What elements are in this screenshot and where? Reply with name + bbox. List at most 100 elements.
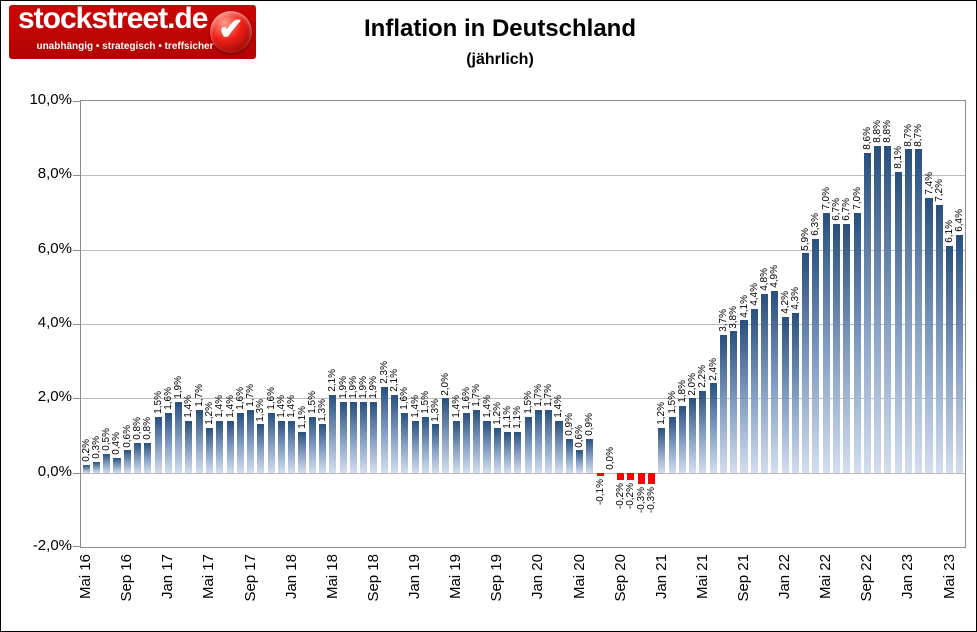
bar-label: 1,1%: [296, 406, 308, 429]
bar: [843, 223, 851, 473]
gridline: [81, 324, 965, 325]
x-axis-label: Mai 21: [693, 554, 711, 600]
bar: [205, 428, 214, 473]
bar: [164, 413, 172, 473]
bar-label: 2,4%: [707, 357, 719, 381]
bar: [103, 454, 111, 473]
bar: [894, 171, 902, 473]
bar-label: 3,8%: [728, 305, 740, 329]
bar: [740, 320, 748, 473]
bar: [133, 442, 142, 473]
bar-label: 1,3%: [255, 398, 267, 422]
bar: [781, 316, 789, 473]
bar-label: 1,4%: [214, 394, 226, 418]
x-axis-label: Jan 22: [776, 554, 794, 600]
bar: [545, 409, 553, 473]
bar: [390, 394, 399, 473]
y-axis-tick: [73, 324, 80, 325]
bar: [699, 390, 707, 473]
x-axis-label: Jan 21: [652, 554, 670, 600]
bar: [575, 450, 584, 473]
y-axis-tick: [73, 175, 80, 177]
bar: [236, 413, 244, 473]
bar-label: 2,1%: [327, 368, 339, 392]
bar: [946, 245, 954, 473]
bar: [802, 253, 810, 473]
bar: [195, 409, 203, 473]
bar-label: 4,1%: [738, 294, 750, 318]
bar: [462, 413, 470, 473]
bar-label: 1,6%: [265, 387, 277, 411]
bar: [822, 212, 830, 473]
bar-label: 1,7%: [471, 383, 483, 407]
bar-label: 1,5%: [522, 391, 534, 414]
y-axis-tick: [73, 398, 80, 400]
stockstreet-logo: stockstreet.de unabhängig • strategisch …: [9, 2, 256, 59]
bar: [493, 428, 501, 473]
bar: [82, 465, 90, 473]
y-axis-tick: [73, 249, 80, 251]
bar-label: 1,5%: [666, 391, 678, 414]
bar: [504, 431, 512, 473]
bar: [812, 238, 820, 473]
bar: [658, 428, 666, 473]
bar-label: 8,7%: [913, 123, 925, 147]
bar: [668, 416, 676, 473]
bar: [247, 409, 255, 473]
bar-label: 1,2%: [656, 402, 668, 426]
bar-label: 0,4%: [111, 432, 123, 455]
bar-label: 1,9%: [368, 376, 380, 400]
x-axis-label: Jan 20: [529, 554, 547, 600]
bar: [719, 335, 727, 473]
bar: [308, 416, 316, 473]
x-axis-label: Sep 20: [611, 554, 629, 602]
bar-label: 2,2%: [697, 365, 709, 388]
x-axis-label: Mai 16: [77, 554, 95, 600]
bar: [761, 294, 769, 473]
bar-label: 1,4%: [553, 394, 565, 418]
chart-title: Inflation in Deutschland: [363, 15, 637, 42]
bar-label: 0,8%: [142, 417, 154, 440]
bar: [956, 234, 964, 473]
bar: [319, 424, 327, 473]
bar: [277, 420, 285, 473]
bar-label: 8,8%: [882, 119, 894, 143]
bar: [689, 398, 697, 473]
bar: [925, 197, 933, 473]
bar: [432, 424, 440, 473]
bar: [586, 439, 594, 473]
bar: [750, 309, 758, 473]
x-axis-label: Mai 20: [570, 554, 588, 600]
bar: [288, 420, 296, 473]
bar-label: 0,9%: [584, 413, 596, 437]
bar-label: 1,4%: [481, 394, 493, 418]
bar: [226, 420, 234, 473]
bar: [884, 145, 892, 473]
y-axis-label: 4,0%: [37, 314, 72, 331]
bar: [411, 420, 419, 473]
bar-label: 0,0%: [604, 446, 616, 470]
x-axis-label: Mai 23: [940, 554, 958, 600]
bar: [565, 439, 573, 473]
x-axis-label: Mai 17: [200, 554, 218, 600]
bar: [596, 472, 604, 477]
bar: [370, 402, 378, 473]
bar-label: 1,1%: [512, 406, 524, 429]
bar-label: -0,3%: [645, 486, 657, 513]
bar: [349, 402, 357, 473]
bar: [175, 402, 183, 473]
bar: [935, 205, 943, 473]
x-axis-label: Jan 23: [899, 554, 917, 600]
bar: [678, 405, 686, 473]
bar: [421, 416, 429, 473]
y-axis-label: 6,0%: [37, 239, 72, 257]
bar-label: 6,4%: [954, 209, 966, 232]
bar: [730, 331, 738, 473]
bar: [853, 212, 861, 473]
bar: [144, 442, 152, 473]
x-axis-label: Jan 18: [282, 554, 300, 600]
bar: [154, 416, 162, 473]
x-axis-label: Sep 17: [241, 554, 259, 602]
bar: [617, 472, 625, 481]
bar: [555, 420, 563, 473]
